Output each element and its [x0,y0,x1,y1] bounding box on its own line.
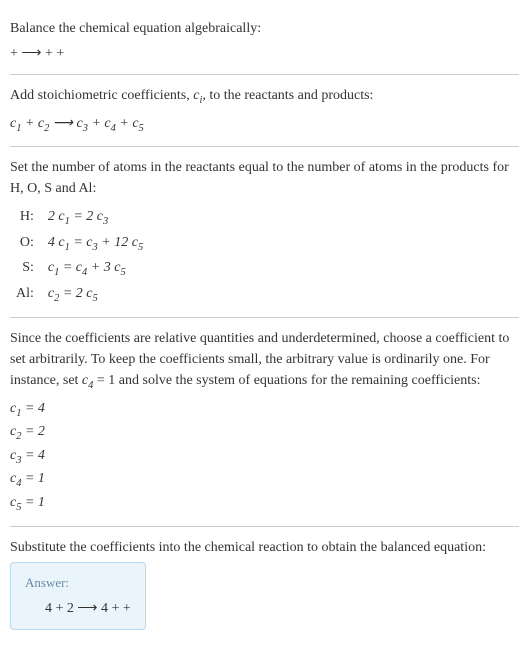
list-item: c1 = 4 [10,398,519,422]
atom-eq: 4 c1 = c3 + 12 c5 [42,231,149,257]
step2-text: Set the number of atoms in the reactants… [10,157,519,199]
intro-section: Balance the chemical equation algebraica… [10,8,519,74]
atom-eq: c1 = c4 + 3 c5 [42,256,149,282]
answer-label: Answer: [25,573,131,593]
atom-label: O: [10,231,42,257]
intro-reaction: + ⟶ + + [10,43,519,64]
atoms-table: H: 2 c1 = 2 c3 O: 4 c1 = c3 + 12 c5 S: c… [10,205,149,307]
step1-section: Add stoichiometric coefficients, ci, to … [10,75,519,146]
list-item: c4 = 1 [10,468,519,492]
table-row: S: c1 = c4 + 3 c5 [10,256,149,282]
step3-section: Since the coefficients are relative quan… [10,318,519,525]
list-item: c5 = 1 [10,492,519,516]
atom-eq: 2 c1 = 2 c3 [42,205,149,231]
step1-text-b: , to the reactants and products: [202,88,373,103]
step2-section: Set the number of atoms in the reactants… [10,147,519,317]
list-item: c3 = 4 [10,445,519,469]
intro-line1: Balance the chemical equation algebraica… [10,18,519,39]
coeff-list: c1 = 4 c2 = 2 c3 = 4 c4 = 1 c5 = 1 [10,398,519,516]
answer-box: Answer: 4 + 2 ⟶ 4 + + [10,562,146,631]
atom-label: Al: [10,282,42,308]
step4-section: Substitute the coefficients into the che… [10,527,519,641]
step1-text-a: Add stoichiometric coefficients, [10,88,193,103]
step1-reaction: c1 + c2 ⟶ c3 + c4 + c5 [10,113,519,137]
atom-eq: c2 = 2 c5 [42,282,149,308]
atom-label: S: [10,256,42,282]
step1-text: Add stoichiometric coefficients, ci, to … [10,85,519,109]
atom-label: H: [10,205,42,231]
table-row: Al: c2 = 2 c5 [10,282,149,308]
step4-text: Substitute the coefficients into the che… [10,537,519,558]
table-row: O: 4 c1 = c3 + 12 c5 [10,231,149,257]
table-row: H: 2 c1 = 2 c3 [10,205,149,231]
list-item: c2 = 2 [10,421,519,445]
answer-equation: 4 + 2 ⟶ 4 + + [25,598,131,619]
step3-text: Since the coefficients are relative quan… [10,328,519,394]
